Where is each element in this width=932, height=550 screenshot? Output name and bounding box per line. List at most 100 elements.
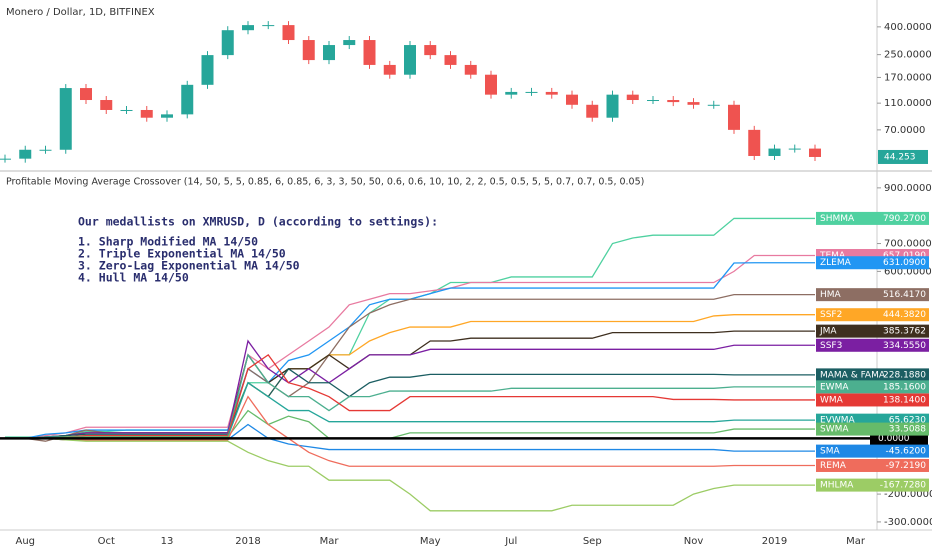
candle [748, 129, 761, 156]
legend-name: MHLMA [820, 481, 854, 491]
candle [19, 149, 32, 159]
series-value-label: 444.3820 [883, 310, 926, 320]
candle [626, 94, 639, 101]
series-value-label: -167.7280 [880, 481, 926, 491]
candle [282, 25, 295, 41]
y-tick-label: 110.0000 [884, 98, 932, 109]
candle [323, 45, 335, 61]
series-line [5, 339, 815, 440]
candle [728, 104, 740, 130]
candle [181, 84, 194, 115]
candle [201, 55, 214, 85]
candle [788, 148, 801, 150]
candle [606, 94, 619, 118]
candle [221, 30, 234, 56]
candle [161, 114, 173, 118]
x-tick-label: Mar [320, 536, 340, 547]
legend-name: JMA [819, 327, 837, 337]
series-value-label: 385.3762 [883, 327, 926, 337]
x-tick-label: 2018 [235, 536, 260, 547]
x-tick-label: Aug [15, 536, 35, 547]
candle [647, 100, 659, 102]
x-tick-label: Mar [846, 536, 866, 547]
series-value-label: 65.6230 [889, 416, 926, 426]
series-label-box [816, 308, 929, 322]
y-tick-label: -300.0000 [884, 517, 932, 528]
annotation: Our medallists on XMRUSD, D (according t… [78, 215, 438, 229]
candle [343, 40, 356, 46]
series-label-box [816, 444, 929, 458]
y-tick-label: 170.0000 [884, 72, 932, 83]
candle [464, 64, 477, 75]
series-value-label: 228.1880 [883, 370, 926, 380]
candle [262, 25, 275, 27]
candle [768, 148, 781, 156]
series-value-label: 185.1600 [883, 382, 926, 392]
candle [707, 104, 720, 106]
last-price-label: 44.253 [884, 152, 916, 162]
legend-name: SMA [820, 447, 840, 457]
series-line [5, 395, 815, 467]
legend-name: SSF3 [820, 341, 842, 351]
series-value-label: 790.2700 [883, 214, 926, 224]
series-line [5, 367, 815, 440]
x-tick-label: Oct [98, 536, 115, 547]
annotation: 2. Triple Exponential MA 14/50 [78, 247, 286, 261]
series-label-box [816, 422, 929, 436]
series-line [5, 254, 815, 440]
candle [363, 40, 376, 65]
series-label-box [816, 338, 929, 352]
series-value-label: 334.5550 [883, 341, 926, 351]
legend-name: WMA [820, 395, 844, 405]
y-tick-label: 250.0000 [884, 50, 932, 61]
series-label-box [816, 288, 929, 302]
candle [545, 91, 558, 95]
series-line [5, 409, 815, 440]
series-value-label: 138.1400 [883, 395, 926, 405]
legend-name: TEMA [819, 251, 846, 261]
y-tick-label: 700.0000 [884, 239, 932, 250]
candle [525, 91, 538, 93]
price-title: Monero / Dollar, 1D, BITFINEX [6, 7, 155, 18]
candle [100, 100, 113, 110]
y-tick-label: 600.0000 [884, 266, 932, 277]
annotation: 3. Zero-Lag Exponential MA 14/50 [78, 259, 300, 273]
annotation: 4. Hull MA 14/50 [78, 271, 189, 285]
candle [39, 149, 52, 151]
series-label-box [816, 458, 929, 472]
x-tick-label: Nov [684, 536, 704, 547]
x-tick-label: 2019 [762, 536, 787, 547]
x-tick-label: 13 [161, 536, 174, 547]
candle [404, 45, 416, 75]
indicator-title: Profitable Moving Average Crossover (14,… [6, 177, 644, 188]
legend-name: SHMMA [820, 214, 855, 224]
candle [80, 88, 92, 101]
candle [444, 55, 457, 65]
x-tick-label: May [420, 536, 441, 547]
candle [383, 64, 396, 75]
series-label-box [816, 256, 929, 270]
series-value-label: 657.0190 [883, 251, 926, 261]
legend-name: MAMA & FAMA [820, 370, 886, 380]
candle [424, 45, 437, 56]
legend-name: HMA [820, 290, 842, 300]
candle [505, 91, 518, 95]
legend-name: SWMA [820, 425, 849, 435]
last-price-box [878, 149, 928, 164]
series-label-box [816, 324, 929, 338]
series-label-box [816, 368, 929, 382]
candle [485, 74, 497, 95]
legend-name: EWMA [820, 382, 849, 392]
series-value-label: 516.4170 [883, 290, 926, 300]
candle [586, 104, 599, 118]
series-value-label: 631.0900 [883, 258, 926, 268]
candle [140, 109, 153, 118]
series-value-label: -45.6200 [886, 447, 927, 457]
candle [0, 158, 11, 160]
x-tick-label: Jul [504, 536, 517, 547]
candle [242, 25, 254, 31]
legend-name: EVWMA [820, 416, 856, 426]
candle [809, 148, 821, 157]
